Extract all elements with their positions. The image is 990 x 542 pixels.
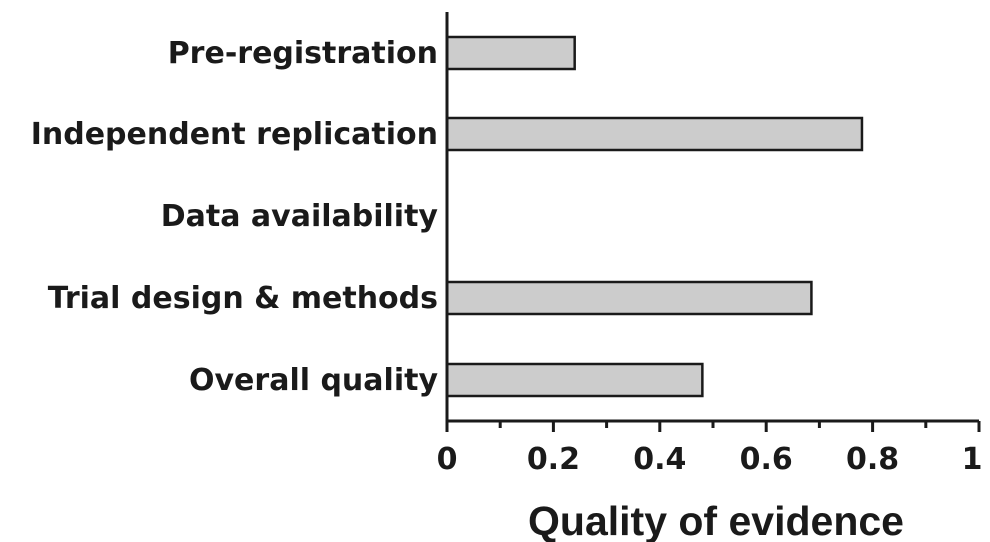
x-tick-label: 0.4 — [633, 442, 686, 477]
x-axis-tick-labels: 0 0.2 0.4 0.6 0.8 1 — [437, 442, 983, 477]
bar-trial-design-methods — [445, 280, 813, 316]
category-labels: Pre-registration Independent replication D… — [31, 36, 439, 398]
category-label: Trial design & methods — [48, 281, 438, 316]
x-axis-title: Quality of evidence — [528, 498, 904, 542]
category-label: Data availability — [161, 199, 439, 234]
x-axis-ticks — [445, 421, 981, 432]
bar-pre-registration — [445, 35, 576, 71]
bars-group — [445, 35, 864, 398]
category-label: Pre-registration — [168, 36, 438, 71]
x-tick-label: 0 — [437, 442, 458, 477]
x-tick-label: 0.6 — [740, 442, 793, 477]
bar-independent-replication — [445, 116, 864, 152]
bar-overall-quality — [445, 362, 704, 398]
x-tick-label: 1 — [962, 442, 983, 477]
category-label: Overall quality — [189, 363, 438, 398]
category-label: Independent replication — [31, 117, 438, 152]
x-tick-label: 0.2 — [527, 442, 580, 477]
x-tick-label: 0.8 — [846, 442, 899, 477]
